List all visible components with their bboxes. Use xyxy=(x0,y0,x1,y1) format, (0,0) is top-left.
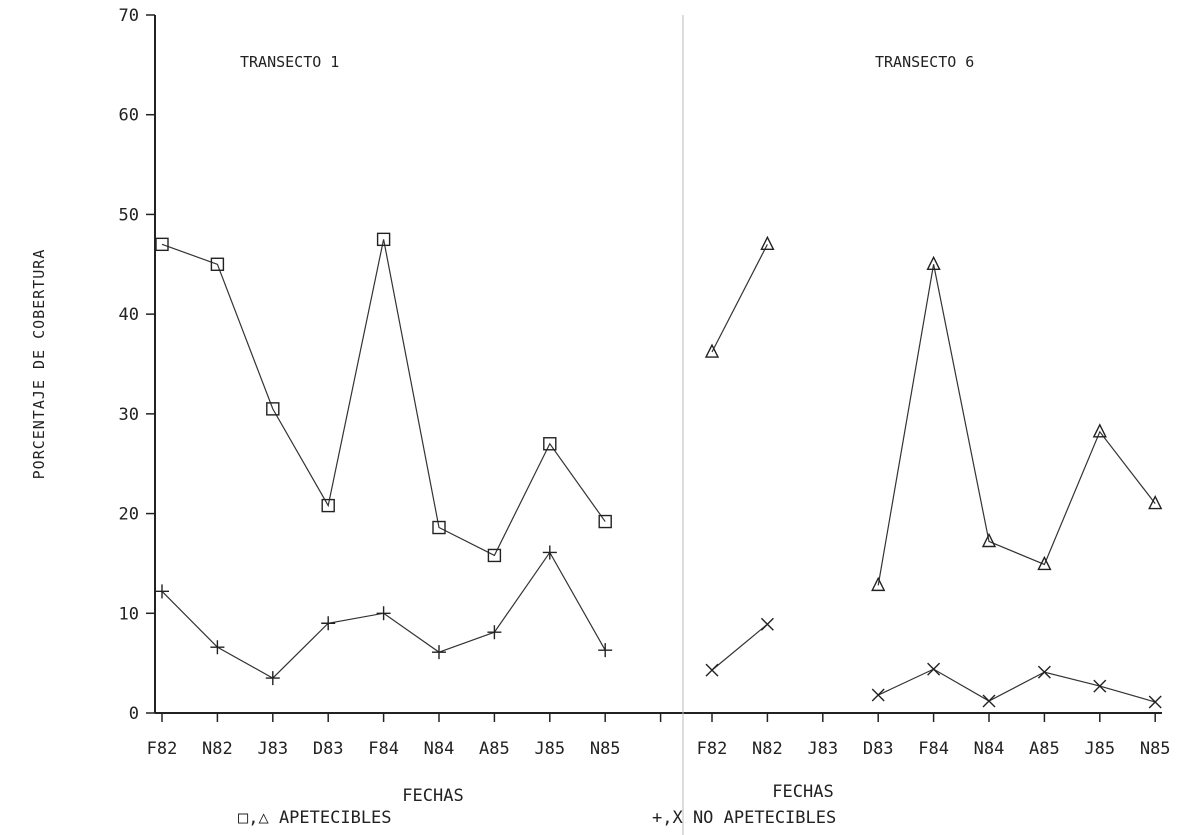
x-axis-label-left: FECHAS xyxy=(402,786,463,806)
point-p1-square-F82 xyxy=(155,237,169,252)
point-p2-triangle-J85 xyxy=(1092,423,1107,438)
x-tick-label-p1-N84: N84 xyxy=(424,739,455,759)
x-tick-label-p2-J83: J83 xyxy=(807,739,838,759)
point-p1-plus-N84 xyxy=(432,645,446,660)
panel-title-transecto-1: TRANSECTO 1 xyxy=(240,53,339,71)
x-tick-label-p1-F82: F82 xyxy=(147,739,178,759)
x-tick-label-p2-N82: N82 xyxy=(752,739,783,759)
series-line-p1-square-0 xyxy=(161,239,606,557)
legend-apetecibles: □,△ APETECIBLES xyxy=(238,808,392,828)
panel-title-transecto-6: TRANSECTO 6 xyxy=(875,53,974,71)
point-p2-triangle-F84 xyxy=(926,255,941,270)
y-tick-label-0: 0 xyxy=(129,704,139,724)
point-p1-plus-D83 xyxy=(321,616,336,631)
point-p2-x-F84 xyxy=(927,662,941,676)
x-tick-label-p1-N85: N85 xyxy=(590,739,621,759)
x-tick-label-p2-F82: F82 xyxy=(697,739,728,759)
x-tick-label-p1-N82: N82 xyxy=(202,739,233,759)
point-p2-x-N82 xyxy=(760,617,774,631)
series-line-p2-x-0 xyxy=(711,623,768,671)
point-p2-x-N85 xyxy=(1148,695,1162,709)
point-p1-square-D83 xyxy=(321,498,335,513)
y-tick-label-7: 70 xyxy=(119,6,139,26)
x-tick-label-p1-J83: J83 xyxy=(257,739,288,759)
point-p1-plus-F84 xyxy=(376,606,391,621)
point-p2-triangle-N84 xyxy=(981,532,997,548)
point-p1-square-N84 xyxy=(432,520,446,535)
point-p2-x-A85 xyxy=(1037,665,1051,679)
point-p1-plus-N85 xyxy=(598,643,613,658)
series-line-p2-triangle-1 xyxy=(877,264,1156,586)
x-axis-label-right: FECHAS xyxy=(772,782,833,802)
point-p2-triangle-F82 xyxy=(704,343,720,358)
x-tick-label-p2-A85: A85 xyxy=(1029,739,1060,759)
point-p1-plus-N82 xyxy=(210,640,225,655)
x-tick-label-p1-F84: F84 xyxy=(368,739,399,759)
point-p2-triangle-D83 xyxy=(871,576,886,592)
x-tick-label-p1-J85: J85 xyxy=(534,739,565,759)
x-tick-label-p1-A85: A85 xyxy=(479,739,510,759)
point-p1-square-N82 xyxy=(210,257,225,271)
x-tick-label-p2-J85: J85 xyxy=(1084,739,1115,759)
point-p2-triangle-N82 xyxy=(760,235,775,251)
y-tick-label-5: 50 xyxy=(119,205,139,225)
point-p2-x-N84 xyxy=(982,694,996,708)
point-p1-square-A85 xyxy=(487,548,502,563)
y-axis-label: PORCENTAJE DE COBERTURA xyxy=(30,249,48,480)
point-p2-x-D83 xyxy=(871,688,885,702)
point-p2-triangle-N85 xyxy=(1148,495,1163,510)
series-line-p2-x-1 xyxy=(877,668,1156,703)
point-p1-square-J85 xyxy=(543,437,557,451)
x-tick-label-p2-N84: N84 xyxy=(974,739,1005,759)
point-p1-plus-A85 xyxy=(487,625,502,640)
point-p2-x-F82 xyxy=(705,663,719,677)
point-p1-square-J83 xyxy=(266,402,280,416)
y-tick-label-1: 10 xyxy=(119,604,139,624)
point-p2-triangle-A85 xyxy=(1037,555,1052,571)
point-p1-plus-J83 xyxy=(265,671,280,686)
x-tick-label-p2-F84: F84 xyxy=(918,739,949,759)
point-p1-square-F84 xyxy=(376,232,391,247)
point-p1-plus-J85 xyxy=(542,545,557,560)
point-p2-x-J85 xyxy=(1093,679,1107,693)
point-p1-square-N85 xyxy=(598,514,612,529)
x-tick-label-p1-D83: D83 xyxy=(313,739,344,759)
point-p1-plus-F82 xyxy=(155,584,169,599)
y-tick-label-4: 40 xyxy=(119,305,139,325)
series-line-p2-triangle-0 xyxy=(711,244,768,353)
x-tick-label-p2-D83: D83 xyxy=(863,739,894,759)
x-tick-label-p2-N85: N85 xyxy=(1140,739,1171,759)
y-tick-label-2: 20 xyxy=(119,505,139,525)
y-tick-label-6: 60 xyxy=(119,106,139,126)
legend-no-apetecibles: +,X NO APETECIBLES xyxy=(652,808,836,828)
y-tick-label-3: 30 xyxy=(119,405,139,425)
